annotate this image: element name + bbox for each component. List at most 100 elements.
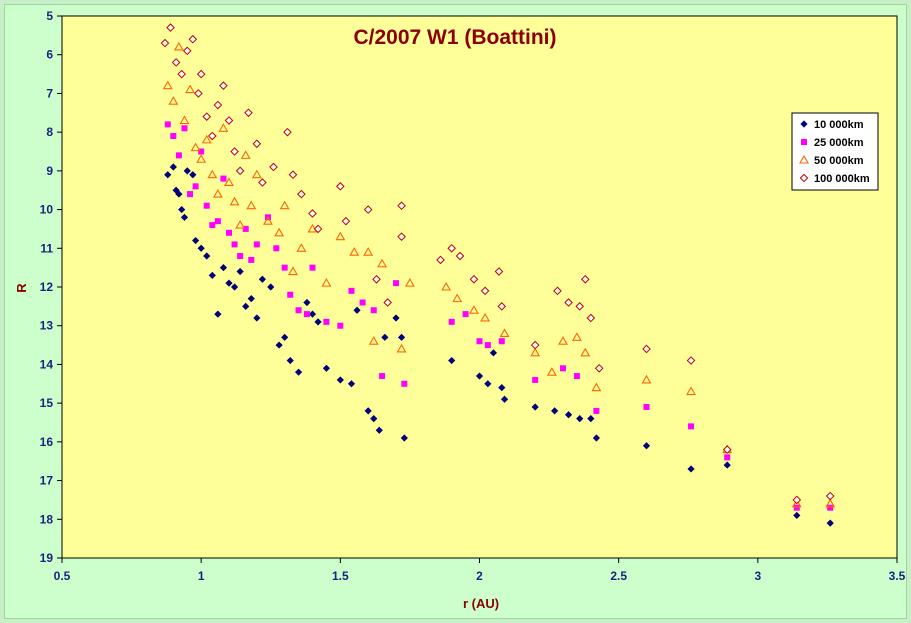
y-tick-label: 13 [40,319,54,333]
data-point [296,243,307,252]
data-point [190,142,201,152]
data-point [203,252,211,260]
data-point [252,139,262,149]
y-tick-label: 16 [40,435,54,449]
x-axis-label: r (AU) [463,596,499,611]
data-point [497,302,507,311]
data-point [288,170,298,180]
data-point [353,306,361,314]
data-point [168,96,179,105]
data-point [564,411,573,419]
data-point [489,349,498,357]
plot-area [61,15,898,559]
data-point [392,314,400,322]
data-point [575,302,585,311]
data-point [455,251,465,261]
data-point [688,423,695,430]
data-point [551,407,559,415]
data-point [643,404,650,411]
data-point [288,266,298,276]
data-point [208,271,216,279]
data-point [175,152,182,159]
data-point [181,125,188,132]
data-point [188,34,198,44]
data-point [230,283,239,291]
data-point [825,498,836,508]
data-point [372,274,381,284]
data-point [258,275,266,283]
data-point [178,205,186,214]
data-point [480,312,491,322]
data-point [530,340,540,350]
legend: 10 000km 25 000km 50 000km 100 000km [791,112,879,191]
data-point [196,69,206,79]
data-point [219,264,228,272]
data-point [498,338,505,345]
data-point [793,511,801,520]
data-point [724,454,731,461]
data-point [187,191,194,198]
data-point [500,395,509,403]
data-point [283,127,292,137]
data-point [476,338,483,345]
data-point [686,356,696,365]
data-point [308,209,317,218]
x-tick-label: 1.5 [332,569,349,583]
x-tick-label: 3.5 [889,569,906,583]
y-tick-label: 7 [46,86,53,100]
legend-label: 25 000km [814,137,864,149]
data-point [207,169,218,179]
data-point [273,245,280,252]
data-point [484,380,492,388]
data-point [179,115,190,125]
legend-marker [799,154,809,164]
data-point [202,112,212,121]
data-point [171,58,181,67]
data-point [182,46,192,56]
data-point [553,286,562,296]
data-point [281,333,289,341]
data-point [532,376,539,383]
y-tick-label: 18 [40,512,54,526]
data-point [275,341,283,349]
data-point [452,293,463,303]
y-tick-label: 17 [40,474,54,488]
data-point [447,243,456,253]
data-point [531,403,539,411]
data-point [281,264,288,271]
data-point [240,150,251,159]
data-point [397,232,406,241]
data-point [573,373,580,380]
data-point [162,80,173,90]
data-point [201,134,212,144]
legend-label: 10 000km [814,119,864,131]
y-tick-label: 8 [46,125,53,139]
data-point [183,167,191,175]
x-tick-label: 3 [754,569,761,583]
data-point [642,344,651,354]
data-point [468,305,479,314]
data-point [375,426,383,434]
data-point [348,287,355,294]
data-point [226,229,232,236]
data-point [558,336,568,345]
data-point [592,434,600,442]
data-point [166,23,175,32]
data-point [177,69,186,79]
data-point [303,298,311,307]
data-point [170,133,177,140]
data-point [295,307,302,314]
data-point [297,189,306,199]
data-point [546,367,557,376]
y-tick-label: 11 [40,241,53,255]
data-point [370,307,377,314]
data-point [209,222,216,229]
data-point [180,213,189,221]
data-point [564,298,573,307]
data-point [642,442,651,450]
y-tick-label: 12 [40,280,54,294]
data-point [164,171,172,179]
data-point [286,356,294,365]
data-point [571,332,582,341]
legend-marker [800,120,808,128]
